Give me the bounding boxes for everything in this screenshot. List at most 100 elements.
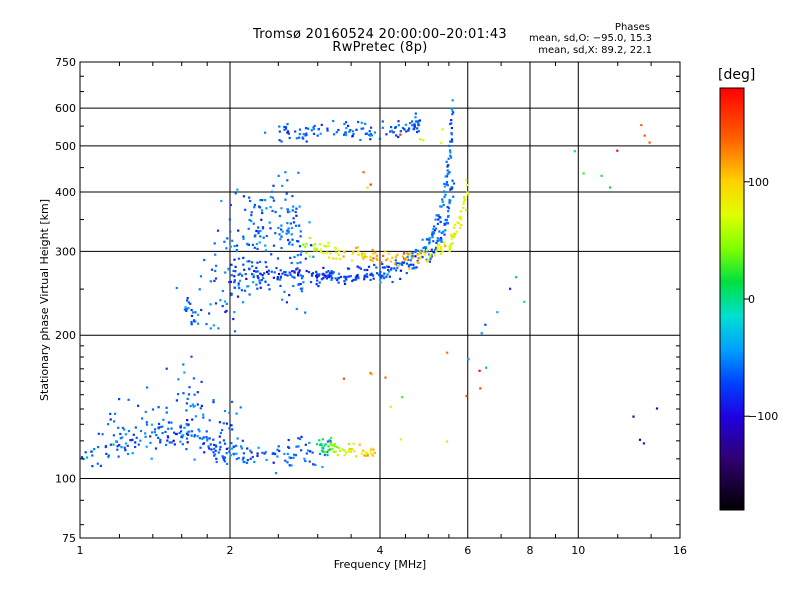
data-point	[438, 239, 441, 242]
data-point	[207, 445, 210, 448]
data-point	[640, 124, 643, 127]
data-point	[372, 448, 375, 451]
data-point	[439, 205, 442, 208]
data-point	[364, 252, 367, 255]
data-point	[336, 454, 339, 457]
data-point	[325, 277, 328, 280]
data-point	[285, 301, 288, 304]
data-point	[386, 257, 389, 260]
data-point	[422, 251, 425, 254]
data-point	[381, 262, 384, 265]
data-point	[407, 253, 410, 256]
data-point	[165, 367, 168, 370]
data-point	[372, 277, 375, 280]
data-point	[214, 444, 217, 447]
data-point	[235, 452, 238, 455]
data-point	[330, 271, 333, 275]
data-point	[240, 289, 243, 292]
data-point	[213, 242, 216, 245]
data-point	[457, 222, 460, 225]
data-point	[200, 404, 203, 407]
data-point	[215, 460, 218, 464]
data-point	[426, 249, 429, 252]
data-point	[369, 278, 372, 281]
data-point	[300, 435, 303, 438]
data-point	[216, 229, 220, 232]
data-point	[421, 256, 424, 259]
data-point	[311, 451, 314, 454]
data-point	[215, 457, 218, 460]
data-point	[327, 241, 330, 244]
data-point	[236, 244, 239, 247]
data-point	[293, 453, 296, 456]
data-point	[435, 227, 438, 230]
data-point	[331, 277, 334, 280]
data-point	[291, 195, 294, 198]
colorbar	[719, 87, 745, 511]
data-point	[369, 258, 372, 261]
data-point	[197, 313, 200, 316]
data-point	[436, 248, 439, 251]
data-point	[225, 452, 228, 455]
data-point	[222, 422, 225, 425]
data-point	[466, 191, 469, 194]
data-point	[369, 449, 372, 452]
data-point	[433, 225, 436, 228]
data-point	[187, 423, 190, 426]
data-point	[395, 262, 398, 265]
data-point	[355, 246, 358, 250]
data-point	[185, 432, 188, 435]
data-point	[154, 447, 158, 450]
data-point	[198, 430, 201, 433]
data-point	[114, 412, 117, 415]
data-point	[288, 456, 291, 459]
data-point	[409, 259, 412, 262]
data-point	[370, 126, 373, 129]
data-point	[218, 435, 221, 438]
data-point	[164, 430, 167, 433]
data-point	[391, 280, 394, 284]
data-point	[321, 446, 324, 449]
data-point	[443, 233, 446, 236]
y-tick-label: 75	[62, 532, 76, 545]
data-point	[222, 439, 225, 442]
data-point	[174, 432, 178, 436]
x-tick-label: 1	[77, 544, 84, 557]
data-point	[286, 123, 289, 126]
data-point	[430, 248, 433, 251]
data-point	[320, 449, 324, 452]
data-point	[373, 451, 376, 454]
data-point	[394, 259, 397, 262]
data-point	[127, 430, 131, 433]
x-tick-label: 8	[527, 544, 534, 557]
data-point	[278, 233, 281, 236]
data-point	[447, 164, 450, 167]
data-point	[284, 198, 287, 201]
data-point	[287, 230, 290, 233]
data-point	[443, 182, 446, 185]
data-point	[384, 250, 387, 253]
data-point	[257, 205, 261, 208]
data-point	[436, 245, 439, 248]
data-point	[390, 129, 393, 132]
data-point	[237, 273, 240, 276]
data-point	[268, 288, 271, 291]
data-point	[422, 246, 425, 249]
data-point	[381, 266, 384, 269]
data-point	[205, 430, 208, 433]
data-point	[203, 258, 206, 262]
data-point	[280, 140, 283, 143]
data-point	[411, 252, 414, 255]
data-point	[434, 254, 437, 257]
data-point	[236, 295, 240, 298]
data-point	[259, 260, 262, 263]
data-point	[296, 267, 299, 270]
data-point	[330, 274, 333, 277]
data-point	[157, 406, 160, 409]
data-point	[414, 112, 417, 115]
data-point	[347, 442, 351, 446]
data-point	[233, 275, 236, 278]
data-point	[312, 463, 315, 466]
data-point	[354, 276, 357, 279]
data-point	[177, 393, 180, 396]
